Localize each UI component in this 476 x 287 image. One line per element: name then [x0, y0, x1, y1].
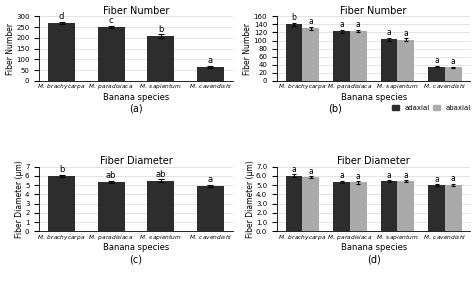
Text: a: a [434, 56, 439, 65]
Text: a: a [451, 174, 456, 183]
Bar [302, 28, 319, 81]
Y-axis label: Fiber Number: Fiber Number [6, 23, 15, 75]
Y-axis label: Fiber Number: Fiber Number [243, 23, 252, 75]
Text: a: a [451, 57, 456, 66]
Bar [302, 177, 319, 231]
X-axis label: Banana species: Banana species [103, 93, 169, 102]
Bar [397, 181, 414, 231]
Text: ab: ab [156, 170, 166, 179]
Title: Fiber Number: Fiber Number [103, 5, 169, 15]
Bar [428, 185, 445, 231]
Text: a: a [292, 165, 297, 174]
Bar [445, 185, 462, 231]
Text: a: a [308, 167, 313, 176]
Text: (a): (a) [129, 104, 143, 114]
Title: Fiber Diameter: Fiber Diameter [337, 156, 410, 166]
Text: a: a [434, 175, 439, 184]
Bar [381, 39, 397, 81]
Bar [397, 40, 414, 81]
Bar [147, 181, 174, 231]
Bar [286, 24, 302, 81]
Bar [98, 27, 125, 81]
Text: (c): (c) [129, 254, 142, 264]
Bar [48, 176, 75, 231]
X-axis label: Banana species: Banana species [340, 243, 407, 252]
Title: Fiber Diameter: Fiber Diameter [99, 156, 172, 166]
Text: a: a [403, 29, 408, 38]
Bar [197, 186, 224, 231]
Y-axis label: Fiber Diameter (μm): Fiber Diameter (μm) [15, 160, 23, 238]
Bar [98, 182, 125, 231]
Text: d: d [59, 12, 64, 21]
Text: a: a [208, 175, 213, 184]
Legend: adaxial, abaxial: adaxial, abaxial [392, 105, 471, 111]
Text: a: a [339, 20, 344, 29]
Text: b: b [292, 13, 297, 22]
Text: a: a [356, 172, 361, 181]
Bar [445, 67, 462, 81]
Bar [48, 23, 75, 81]
Text: a: a [356, 20, 361, 30]
Text: c: c [109, 16, 113, 25]
Text: (d): (d) [367, 254, 380, 264]
Bar [147, 36, 174, 81]
Title: Fiber Number: Fiber Number [340, 5, 407, 15]
Bar [333, 31, 350, 81]
Y-axis label: Fiber Diameter (μm): Fiber Diameter (μm) [246, 160, 255, 238]
Text: a: a [387, 170, 391, 180]
X-axis label: Banana species: Banana species [103, 243, 169, 252]
Text: b: b [59, 165, 64, 174]
Text: (b): (b) [328, 104, 342, 114]
Bar [381, 181, 397, 231]
Text: a: a [339, 172, 344, 181]
Bar [428, 67, 445, 81]
Bar [350, 31, 367, 81]
Text: a: a [403, 170, 408, 180]
X-axis label: Banana species: Banana species [340, 93, 407, 102]
Text: a: a [308, 17, 313, 26]
Bar [197, 67, 224, 81]
Text: a: a [208, 56, 213, 65]
Bar [350, 183, 367, 231]
Bar [286, 176, 302, 231]
Text: b: b [158, 25, 163, 34]
Bar [333, 182, 350, 231]
Text: ab: ab [106, 171, 117, 180]
Text: a: a [387, 28, 391, 38]
